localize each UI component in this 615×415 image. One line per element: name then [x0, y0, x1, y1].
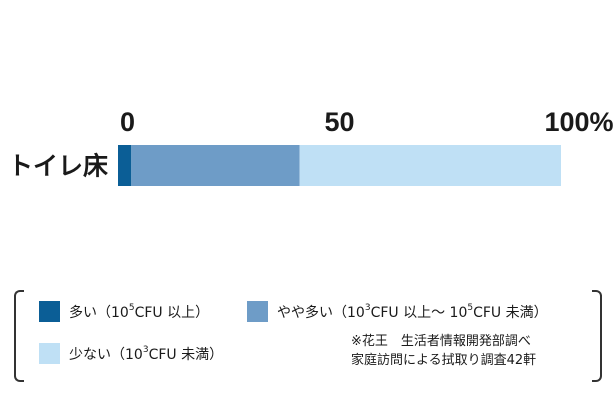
tick-label-2: 100% — [544, 107, 613, 137]
legend-bracket-left — [14, 290, 24, 382]
legend-item-many: 多い（105CFU 以上） — [39, 301, 209, 322]
stacked-bar-chart: 0 50 100% トイレ床 — [8, 107, 614, 186]
category-label-0: トイレ床 — [8, 152, 108, 181]
legend-swatch-many — [39, 301, 60, 322]
legend-swatch-few — [39, 343, 60, 364]
source-note-line1: ※花王 生活者情報開発部調べ — [351, 334, 531, 349]
legend-label-many: 多い（105CFU 以上） — [69, 302, 210, 321]
legend-swatch-somewhat-many — [247, 301, 268, 322]
legend-bracket-right — [592, 290, 602, 382]
legend-label-somewhat-many: やや多い（103CFU 以上〜 105CFU 未満） — [277, 302, 548, 321]
source-note-line2: 家庭訪問による拭取り調査42軒 — [351, 353, 537, 368]
legend-item-somewhat-many: やや多い（103CFU 以上〜 105CFU 未満） — [247, 301, 548, 322]
legend-item-few: 少ない（103CFU 未満） — [39, 343, 223, 364]
tick-label-1: 50 — [324, 107, 354, 137]
bar-segment-0 — [118, 145, 132, 186]
legend: 多い（105CFU 以上） やや多い（103CFU 以上〜 105CFU 未満）… — [14, 290, 602, 382]
legend-label-few: 少ない（103CFU 未満） — [69, 344, 224, 363]
source-note: ※花王 生活者情報開発部調べ 家庭訪問による拭取り調査42軒 — [351, 332, 536, 370]
bar-segment-2 — [299, 145, 561, 186]
bar-segment-1 — [131, 145, 300, 186]
tick-label-0: 0 — [120, 107, 135, 137]
